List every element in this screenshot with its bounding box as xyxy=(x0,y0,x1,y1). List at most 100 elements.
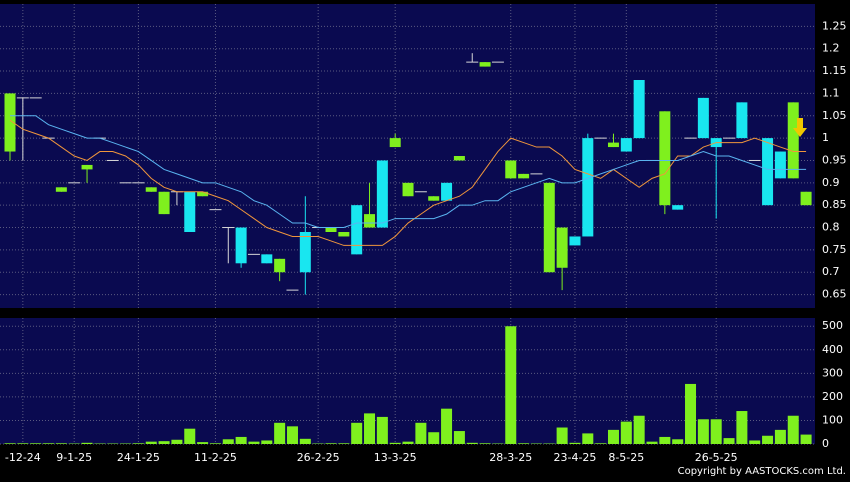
x-tick-label: -12-24 xyxy=(5,451,41,464)
volume-bar xyxy=(505,326,516,444)
candle-body xyxy=(659,111,670,205)
volume-bar xyxy=(5,443,16,444)
y-tick-label: 1.25 xyxy=(822,19,847,32)
volume-bar xyxy=(82,443,93,444)
candle-body xyxy=(557,228,568,268)
candle-body xyxy=(672,205,683,209)
candle-body xyxy=(621,138,632,151)
volume-bar xyxy=(659,437,670,444)
x-tick-label: 26-2-25 xyxy=(297,451,340,464)
y-tick-label: 0.85 xyxy=(822,198,847,211)
candle-body xyxy=(762,138,773,205)
x-tick-label: 23-4-25 xyxy=(553,451,596,464)
volume-bar xyxy=(274,423,285,444)
volume-bar xyxy=(711,419,722,444)
y-tick-label: 100 xyxy=(822,413,843,426)
y-tick-label: 0.9 xyxy=(822,176,840,189)
volume-bar xyxy=(197,442,208,444)
volume-bar xyxy=(454,431,465,444)
candle-body xyxy=(236,228,247,264)
volume-bar xyxy=(338,443,349,444)
x-tick-label: 28-3-25 xyxy=(489,451,532,464)
candle-body xyxy=(390,138,401,147)
candle-body xyxy=(82,165,93,169)
candle-body xyxy=(608,143,619,147)
x-tick-label: 13-3-25 xyxy=(374,451,417,464)
volume-bar xyxy=(749,440,760,444)
volume-bar xyxy=(467,443,478,444)
candle-body xyxy=(582,138,593,236)
y-tick-label: 0.8 xyxy=(822,221,840,234)
candle-body xyxy=(300,232,311,272)
volume-bar xyxy=(634,416,645,444)
candle-body xyxy=(544,183,555,272)
volume-bar xyxy=(30,443,41,444)
candle-body xyxy=(184,192,195,232)
y-tick-label: 0.75 xyxy=(822,243,847,256)
candle-body xyxy=(159,192,170,214)
volume-bar xyxy=(43,443,54,444)
volume-bar xyxy=(518,443,529,444)
candle-body xyxy=(441,183,452,201)
volume-bar xyxy=(557,428,568,444)
candle-body xyxy=(261,254,272,263)
volume-bar xyxy=(788,416,799,444)
candle-body xyxy=(505,160,516,178)
volume-bar xyxy=(351,423,362,444)
volume-bar xyxy=(56,443,67,444)
y-tick-label: 0.7 xyxy=(822,265,840,278)
volume-bar xyxy=(608,430,619,444)
volume-bar xyxy=(248,442,259,444)
volume-bar xyxy=(184,429,195,444)
candle-body xyxy=(338,232,349,236)
volume-bar xyxy=(133,443,144,444)
price-panel xyxy=(0,4,815,308)
volume-bar xyxy=(621,422,632,444)
candle-body xyxy=(428,196,439,200)
volume-bar xyxy=(403,442,414,444)
x-tick-label: 9-1-25 xyxy=(56,451,92,464)
copyright: Copyright by AASTOCKS.com Ltd. xyxy=(678,466,846,477)
candle-body xyxy=(377,160,388,227)
volume-bar xyxy=(364,413,375,444)
y-tick-label: 0.95 xyxy=(822,153,847,166)
volume-bar xyxy=(261,440,272,444)
volume-bar xyxy=(582,433,593,444)
y-tick-label: 1.2 xyxy=(822,42,840,55)
volume-bar xyxy=(17,443,28,444)
volume-bar xyxy=(377,417,388,444)
volume-bar xyxy=(390,443,401,444)
volume-bar xyxy=(300,439,311,444)
volume-bar xyxy=(236,437,247,444)
volume-bar xyxy=(415,423,426,444)
volume-bar xyxy=(480,443,491,444)
candle-body xyxy=(736,102,747,138)
y-tick-label: 0.65 xyxy=(822,288,847,301)
candle-body xyxy=(801,192,812,205)
x-tick-label: 26-5-25 xyxy=(695,451,738,464)
volume-bar xyxy=(287,426,298,444)
x-tick-label: 24-1-25 xyxy=(117,451,160,464)
y-tick-label: 1.15 xyxy=(822,64,847,77)
y-tick-label: 1 xyxy=(822,131,829,144)
volume-bar xyxy=(698,419,709,444)
candle-body xyxy=(480,62,491,66)
y-tick-label: 200 xyxy=(822,390,843,403)
volume-bar xyxy=(672,439,683,444)
volume-bar xyxy=(801,435,812,444)
volume-bar xyxy=(724,438,735,444)
candle-body xyxy=(364,214,375,227)
volume-bar xyxy=(775,430,786,444)
y-tick-label: 1.1 xyxy=(822,86,840,99)
volume-bar xyxy=(685,384,696,444)
candle-body xyxy=(326,228,337,232)
volume-bar xyxy=(428,432,439,444)
volume-bar xyxy=(736,411,747,444)
volume-bar xyxy=(595,443,606,444)
candle-body xyxy=(351,205,362,254)
candle-body xyxy=(274,259,285,272)
volume-bar xyxy=(647,442,658,444)
volume-bar xyxy=(569,443,580,444)
y-tick-label: 0 xyxy=(822,437,829,450)
